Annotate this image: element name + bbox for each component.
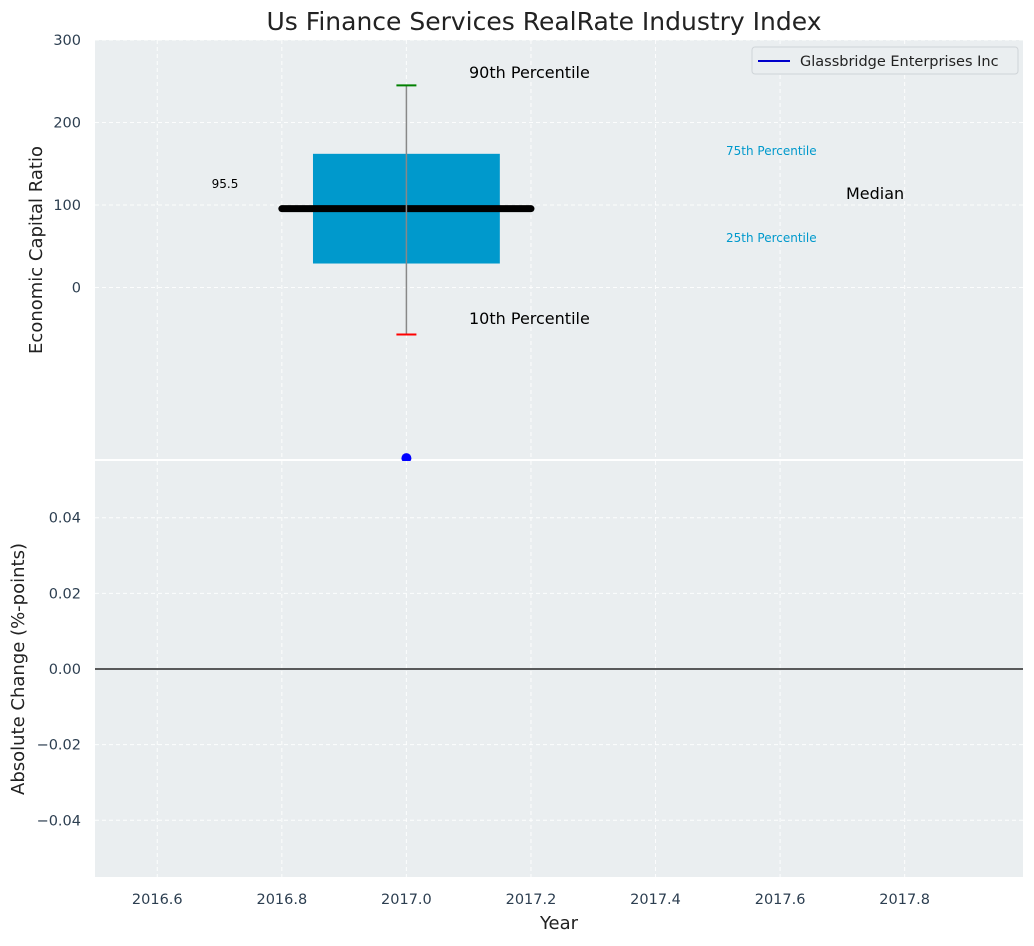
bottom-y-tick-label: −0.02 [37,738,81,754]
median-value-label: 95.5 [212,177,239,191]
x-tick-label: 2017.0 [381,892,432,908]
top-y-tick-label: 0 [72,280,81,296]
bottom-y-tick-label: 0.04 [49,511,81,527]
bottom-y-axis-label: Absolute Change (%-points) [8,543,29,795]
median-label: Median [846,184,904,203]
bottom-y-tick-label: −0.04 [37,813,81,829]
top-y-tick-label: 100 [53,198,81,214]
p75-label: 75th Percentile [726,144,817,158]
top-panel-grid [95,39,1023,459]
x-tick-label: 2017.6 [755,892,806,908]
bottom-panel-y-ticks: 0.04 0.02 0.00 −0.02 −0.04 [37,511,81,830]
x-tick-label: 2016.8 [256,892,307,908]
legend-label: Glassbridge Enterprises Inc [800,54,999,70]
box-plot [278,84,535,464]
top-y-tick-label: 200 [53,115,81,131]
x-tick-label: 2017.2 [506,892,557,908]
x-axis-label: Year [539,913,579,934]
top-y-axis-label: Economic Capital Ratio [26,146,47,354]
p10-label: 10th Percentile [469,309,590,328]
legend-box [751,46,1019,75]
top-panel-background [95,40,1023,459]
bottom-y-tick-label: 0.00 [49,662,81,678]
x-tick-label: 2017.4 [630,892,681,908]
p90-label: 90th Percentile [469,63,590,82]
top-panel-y-ticks: 0 100 200 300 [53,33,81,296]
company-point [401,453,412,464]
bottom-panel-x-ticks: 2016.6 2016.8 2017.0 2017.2 2017.4 2017.6 2017… [132,892,930,908]
p25-label: 25th Percentile [726,231,817,245]
legend: Glassbridge Enterprises Inc [751,46,1019,75]
top-y-tick-label: 300 [53,33,81,49]
bottom-y-tick-label: 0.02 [49,586,81,602]
chart-title: Us Finance Services RealRate Industry In… [267,7,822,36]
x-tick-label: 2016.6 [132,892,183,908]
x-tick-label: 2017.8 [879,892,930,908]
